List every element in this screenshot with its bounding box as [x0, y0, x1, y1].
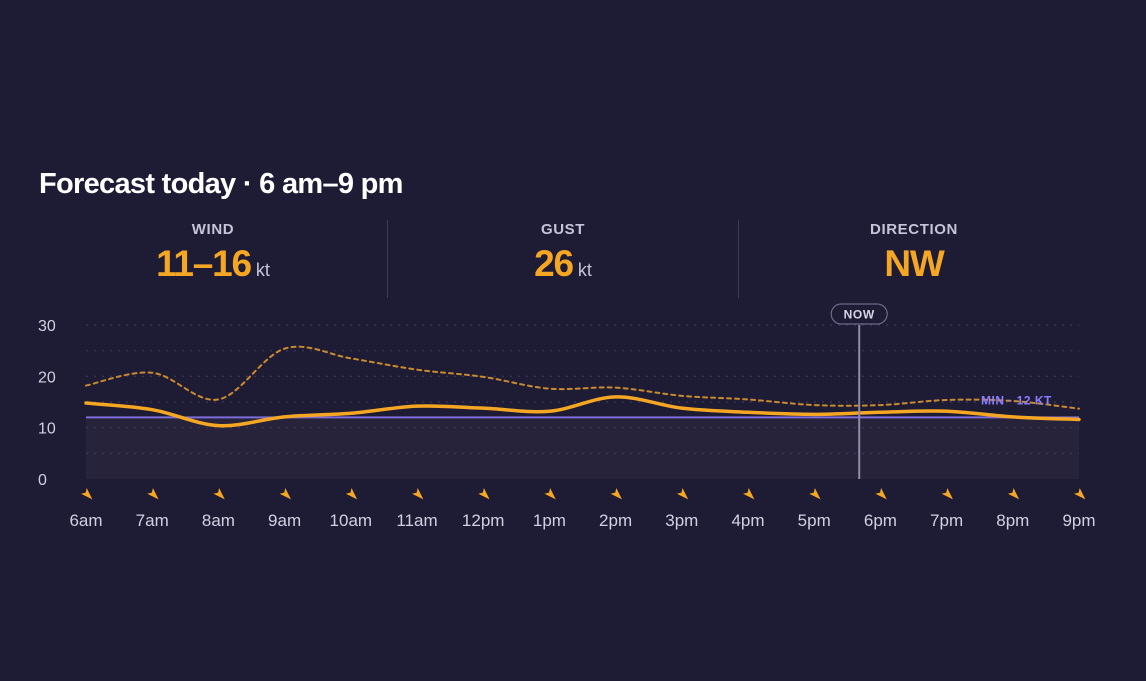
- x-tick-label: 10am: [330, 511, 373, 530]
- direction-arrow-icon: [544, 488, 556, 500]
- y-tick-label: 30: [38, 318, 56, 335]
- gust-unit: kt: [577, 260, 592, 280]
- stats-row: WIND 11–16 kt GUST 26 kt DIRECTION NW: [38, 218, 1089, 298]
- stat-divider: [738, 220, 739, 298]
- x-tick-label: 9pm: [1062, 511, 1095, 530]
- x-tick-label: 6pm: [864, 511, 897, 530]
- direction-arrow-icon: [809, 488, 821, 500]
- x-tick-label: 8am: [202, 511, 235, 530]
- direction-arrow-icon: [941, 488, 953, 500]
- x-tick-label: 12pm: [462, 511, 505, 530]
- direction-arrow-icon: [478, 488, 490, 500]
- direction-label: DIRECTION: [870, 221, 958, 238]
- y-tick-label: 20: [38, 369, 56, 386]
- stat-divider: [387, 220, 388, 298]
- y-tick-label: 10: [38, 421, 56, 438]
- direction-arrow-icon: [81, 488, 93, 500]
- min-line-label: MIN · 12 KT: [981, 393, 1052, 407]
- gust-value: 26: [534, 243, 574, 284]
- wind-label: WIND: [191, 221, 235, 238]
- gust-label: GUST: [540, 221, 586, 238]
- direction-arrow-icon: [345, 488, 358, 500]
- plot-band: [86, 417, 1079, 479]
- direction-arrow-icon: [213, 488, 225, 500]
- wind-forecast-chart: 30 20 10 0 MIN · 12 KT NOW 6am 7am 8am 9am 10am 11a…: [38, 303, 1096, 530]
- x-tick-label: 6am: [69, 511, 102, 530]
- wind-unit: kt: [255, 260, 270, 280]
- direction-arrow-icon: [279, 488, 291, 500]
- page-title: Forecast today · 6 am–9 pm: [39, 168, 403, 200]
- x-tick-label: 7pm: [930, 511, 963, 530]
- gust-stat: GUST 26 kt: [388, 218, 738, 285]
- now-marker-label: NOW: [844, 308, 875, 322]
- wind-stat: WIND 11–16 kt: [38, 218, 388, 285]
- x-tick-label: 8pm: [996, 511, 1029, 530]
- direction-arrow-icon: [1074, 488, 1086, 500]
- wind-series-line: [84, 395, 1081, 428]
- wind-value-line: 11–16 kt: [38, 243, 388, 285]
- direction-stat: DIRECTION NW: [739, 218, 1089, 285]
- direction-arrow-icon: [743, 488, 755, 500]
- now-marker-pill: [830, 303, 888, 325]
- wind-value: 11–16: [156, 243, 252, 284]
- direction-arrow-icon: [610, 488, 622, 500]
- direction-arrow-icon: [1007, 488, 1020, 500]
- direction-value-line: NW: [739, 243, 1089, 285]
- x-tick-label: 2pm: [599, 511, 632, 530]
- direction-arrow-icon: [875, 488, 887, 500]
- x-tick-label: 9am: [268, 511, 301, 530]
- x-tick-label: 4pm: [731, 511, 764, 530]
- x-tick-label: 3pm: [665, 511, 698, 530]
- x-tick-label: 7am: [136, 511, 169, 530]
- direction-arrow-icon: [676, 488, 689, 500]
- x-tick-label: 11am: [396, 511, 437, 530]
- gust-value-line: 26 kt: [388, 243, 738, 285]
- x-tick-label: 5pm: [798, 511, 831, 530]
- gust-series-line: [85, 345, 1080, 410]
- direction-value: NW: [884, 243, 944, 284]
- direction-arrow-icon: [147, 488, 159, 500]
- direction-arrow-icon: [412, 488, 424, 500]
- y-tick-label: 0: [38, 472, 47, 489]
- x-tick-label: 1pm: [533, 511, 566, 530]
